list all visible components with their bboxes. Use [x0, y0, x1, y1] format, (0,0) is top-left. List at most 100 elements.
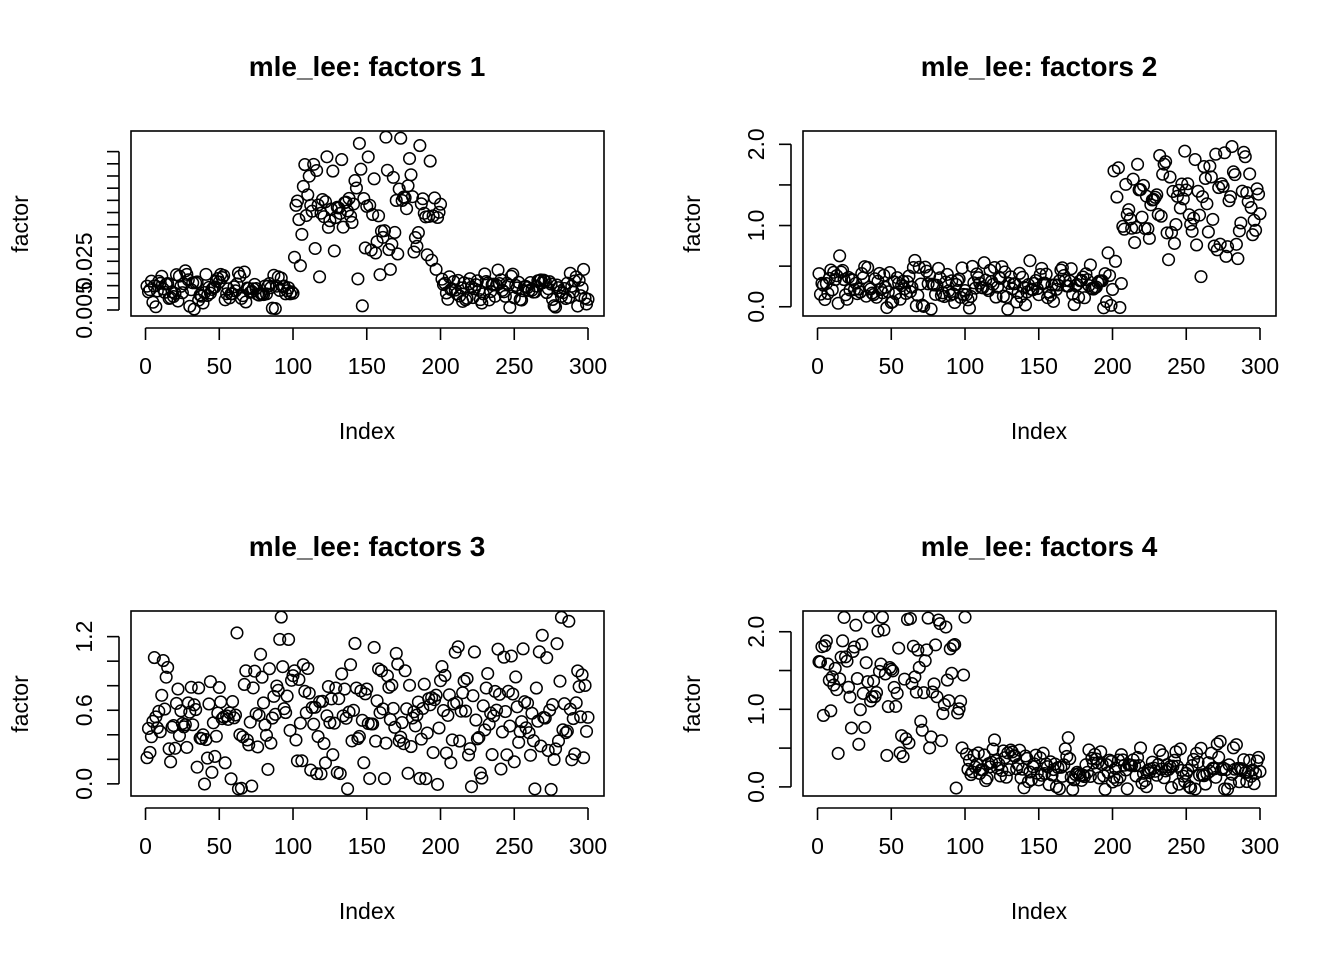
- data-point: [345, 215, 359, 230]
- data-point: [1131, 157, 1145, 171]
- data-point: [1238, 150, 1252, 164]
- data-point: [453, 734, 467, 748]
- y-tick-label: 1.0: [743, 210, 769, 242]
- data-point: [274, 610, 288, 624]
- data-point: [911, 643, 925, 657]
- data-point: [816, 708, 830, 723]
- data-point: [348, 636, 362, 650]
- data-point: [917, 686, 931, 700]
- data-point: [827, 265, 841, 279]
- data-point: [964, 289, 978, 303]
- data-point: [326, 164, 340, 178]
- data-point: [286, 286, 300, 300]
- data-point: [1251, 187, 1266, 201]
- data-point: [896, 750, 910, 764]
- data-point: [333, 767, 347, 781]
- data-point: [507, 291, 521, 305]
- data-point: [451, 640, 465, 654]
- data-point: [180, 740, 194, 754]
- data-point: [999, 770, 1013, 784]
- data-point: [290, 194, 304, 208]
- data-point: [397, 737, 411, 751]
- data-point: [189, 703, 203, 717]
- x-tick-label: 300: [569, 833, 607, 859]
- data-point: [245, 779, 259, 793]
- data-point: [1241, 195, 1255, 209]
- data-point: [377, 224, 392, 238]
- data-point: [836, 634, 850, 648]
- data-point: [939, 620, 953, 634]
- data-point: [1188, 152, 1202, 167]
- data-point: [284, 285, 299, 299]
- data-point: [385, 678, 399, 692]
- data-point: [572, 680, 586, 694]
- y-tick-label: 0.005: [71, 281, 97, 339]
- data-point: [818, 292, 832, 307]
- data-point: [1142, 231, 1156, 245]
- data-point: [147, 651, 161, 665]
- data-point: [912, 260, 926, 274]
- data-point: [965, 259, 979, 273]
- data-point: [1185, 224, 1199, 238]
- data-point: [162, 742, 176, 756]
- data-point: [192, 681, 206, 695]
- data-point: [813, 655, 828, 669]
- x-tick-label: 200: [1093, 833, 1131, 859]
- data-point: [372, 209, 386, 223]
- data-point: [1070, 765, 1084, 779]
- panel-factors-1: mle_lee: factors 1 Index factor 0 50 100 15…: [7, 51, 607, 444]
- data-point: [844, 721, 859, 735]
- data-point: [212, 680, 226, 695]
- x-tick-label: 300: [569, 353, 607, 379]
- data-point: [413, 771, 427, 785]
- x-tick-label: 0: [139, 833, 152, 859]
- data-point: [1232, 224, 1246, 238]
- data-point: [577, 751, 591, 765]
- data-point: [469, 713, 483, 727]
- data-point: [1231, 252, 1245, 266]
- y-tick-label: 2.0: [743, 128, 769, 160]
- data-point: [1249, 223, 1263, 237]
- data-point: [386, 701, 400, 716]
- data-point: [1104, 298, 1118, 312]
- data-point: [553, 674, 567, 688]
- data-point: [1213, 237, 1227, 251]
- data-point: [357, 756, 371, 770]
- data-point: [1113, 300, 1127, 315]
- data-point: [1054, 760, 1068, 774]
- y-tick-label: 1.2: [71, 621, 97, 653]
- data-point: [849, 618, 863, 632]
- data-point: [149, 300, 163, 314]
- data-point: [930, 690, 944, 704]
- x-tick-label: 150: [348, 353, 386, 379]
- data-point: [841, 680, 856, 694]
- data-point: [470, 274, 484, 288]
- data-point: [993, 769, 1007, 783]
- data-point: [906, 639, 920, 653]
- data-point: [989, 754, 1003, 768]
- data-point: [928, 287, 943, 301]
- data-point: [298, 158, 312, 172]
- data-point: [506, 687, 520, 701]
- data-point: [871, 624, 885, 638]
- data-point: [352, 729, 366, 744]
- data-point: [323, 716, 337, 730]
- data-point: [1216, 179, 1230, 193]
- plot-frame: [130, 130, 605, 317]
- data-point: [388, 720, 402, 734]
- data-point: [840, 654, 854, 668]
- data-point: [549, 742, 563, 756]
- plot-frame: [802, 610, 1277, 797]
- data-point: [1194, 741, 1208, 755]
- data-point: [246, 681, 260, 695]
- data-point: [1114, 276, 1128, 291]
- data-point: [1173, 742, 1187, 756]
- data-point: [940, 673, 954, 687]
- data-point: [184, 680, 198, 694]
- data-point: [150, 721, 164, 735]
- data-point: [1086, 756, 1100, 770]
- data-point: [843, 690, 857, 704]
- data-point: [1192, 208, 1207, 222]
- data-point: [995, 763, 1009, 778]
- y-tick-label: 2.0: [743, 616, 769, 648]
